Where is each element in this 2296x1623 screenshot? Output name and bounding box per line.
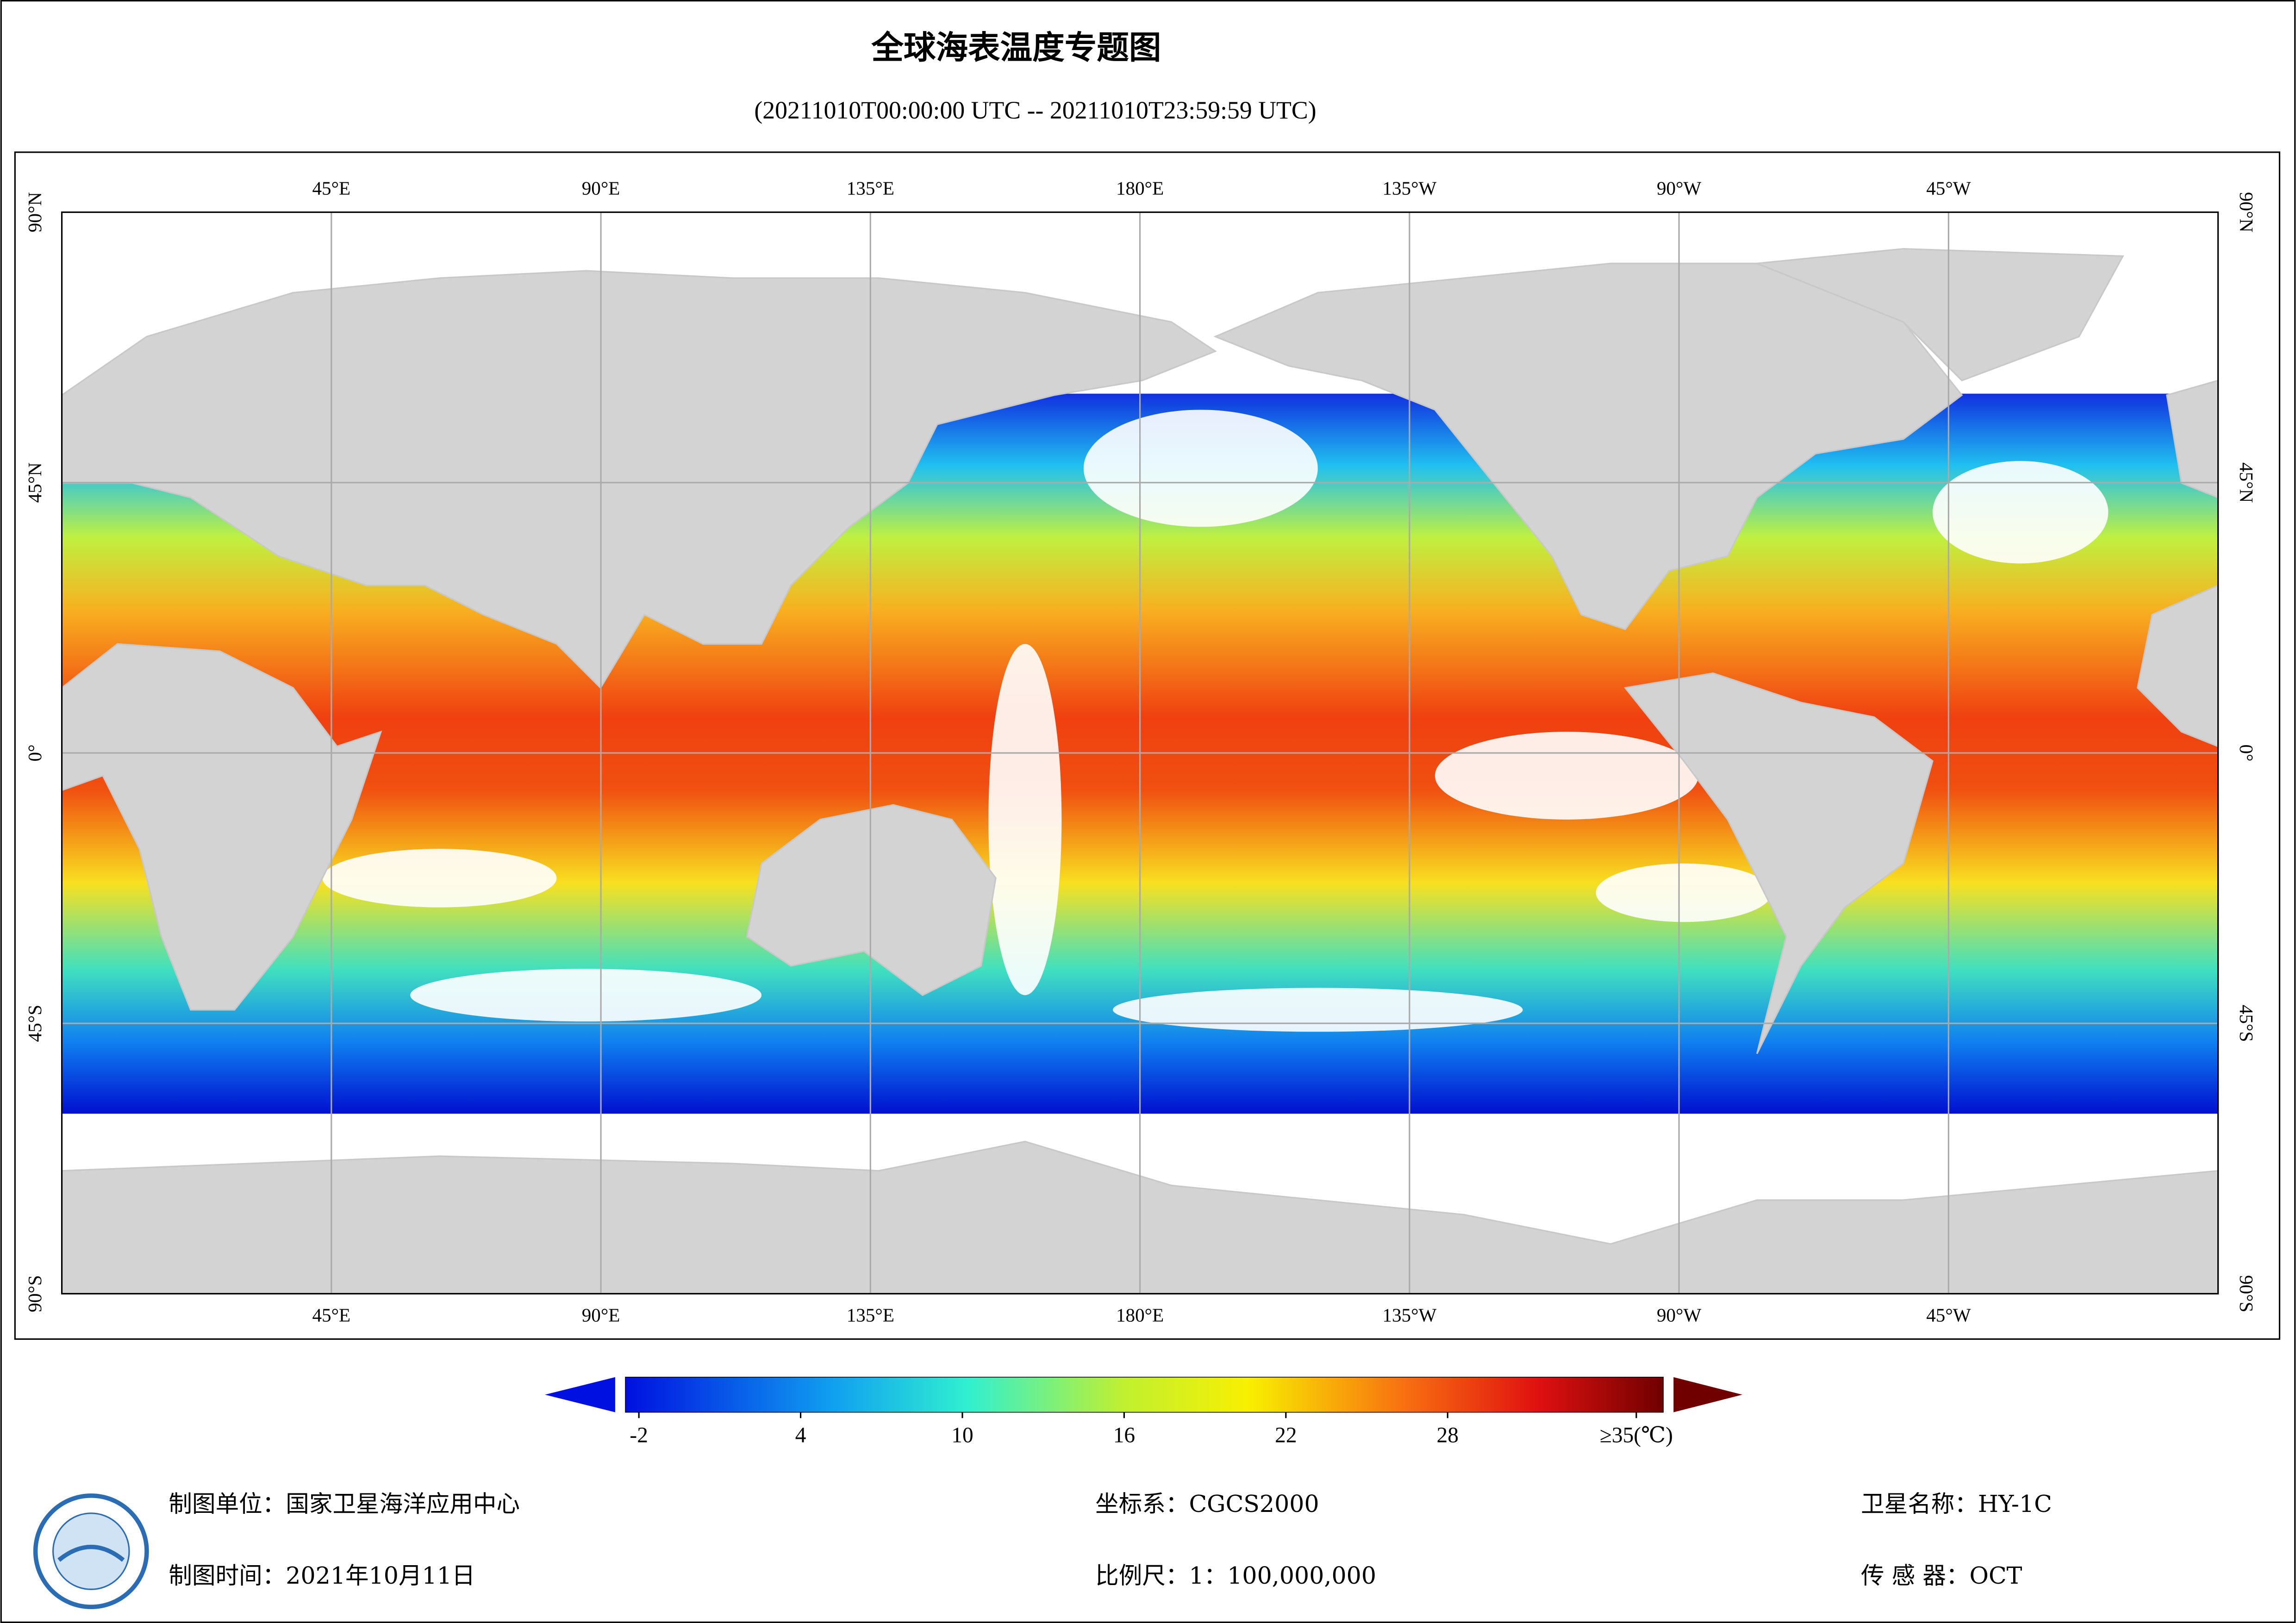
lon-label: 45°W <box>1926 178 1971 199</box>
colorbar-label: -2 <box>630 1423 648 1447</box>
lat-label: 90°N <box>2236 192 2257 232</box>
footer-satellite: 卫星名称：HY-1C <box>1861 1490 2052 1517</box>
logo <box>33 1493 149 1609</box>
lon-label: 135°W <box>1382 178 1436 199</box>
lon-label: 90°E <box>582 1305 620 1326</box>
lon-label: 180°E <box>1116 178 1164 199</box>
lat-label: 90°S <box>24 1275 45 1312</box>
map-frame <box>14 151 2281 1340</box>
lon-label: 135°W <box>1382 1305 1436 1326</box>
colorbar-label: 22 <box>1275 1423 1297 1447</box>
colorbar-label: ≥35(℃) <box>1600 1423 1673 1447</box>
map <box>61 211 2219 1295</box>
lon-label: 45°W <box>1926 1305 1971 1326</box>
colorbar-high-arrow <box>1673 1377 1742 1412</box>
lon-label: 180°E <box>1116 1305 1164 1326</box>
colorbar-label: 4 <box>795 1423 806 1447</box>
lon-label: 90°W <box>1657 178 1702 199</box>
lon-label: 45°E <box>312 1305 350 1326</box>
colorbar-low-arrow <box>545 1377 615 1412</box>
lat-label: 0° <box>2236 745 2257 762</box>
subtitle: (20211010T00:00:00 UTC -- 20211010T23:59… <box>754 96 1316 124</box>
lat-label: 0° <box>24 745 45 762</box>
lon-label: 90°W <box>1657 1305 1702 1326</box>
lat-label: 90°S <box>2236 1275 2257 1312</box>
lon-label: 90°E <box>582 178 620 199</box>
colorbar-label: 16 <box>1113 1423 1135 1447</box>
lon-label: 135°E <box>847 178 894 199</box>
footer-sensor: 传 感 器：OCT <box>1861 1562 2022 1589</box>
footer-unit: 制图单位：国家卫星海洋应用中心 <box>168 1490 520 1517</box>
colorbar-label: 28 <box>1437 1423 1459 1447</box>
lat-label: 45°S <box>24 1005 45 1042</box>
lat-label: 45°S <box>2236 1005 2257 1042</box>
lat-label: 45°N <box>24 462 45 503</box>
lat-label: 90°N <box>24 192 45 232</box>
title: 全球海表温度专题图 <box>871 29 1161 67</box>
footer-time: 制图时间：2021年10月11日 <box>168 1562 475 1589</box>
colorbar <box>625 1376 1664 1413</box>
colorbar-label: 10 <box>951 1423 973 1447</box>
map-border <box>61 211 2219 1295</box>
footer-scale: 比例尺：1：100,000,000 <box>1095 1562 1376 1589</box>
footer-crs: 坐标系：CGCS2000 <box>1095 1490 1319 1517</box>
lat-label: 45°N <box>2236 462 2257 503</box>
lon-label: 45°E <box>312 178 350 199</box>
lon-label: 135°E <box>847 1305 894 1326</box>
